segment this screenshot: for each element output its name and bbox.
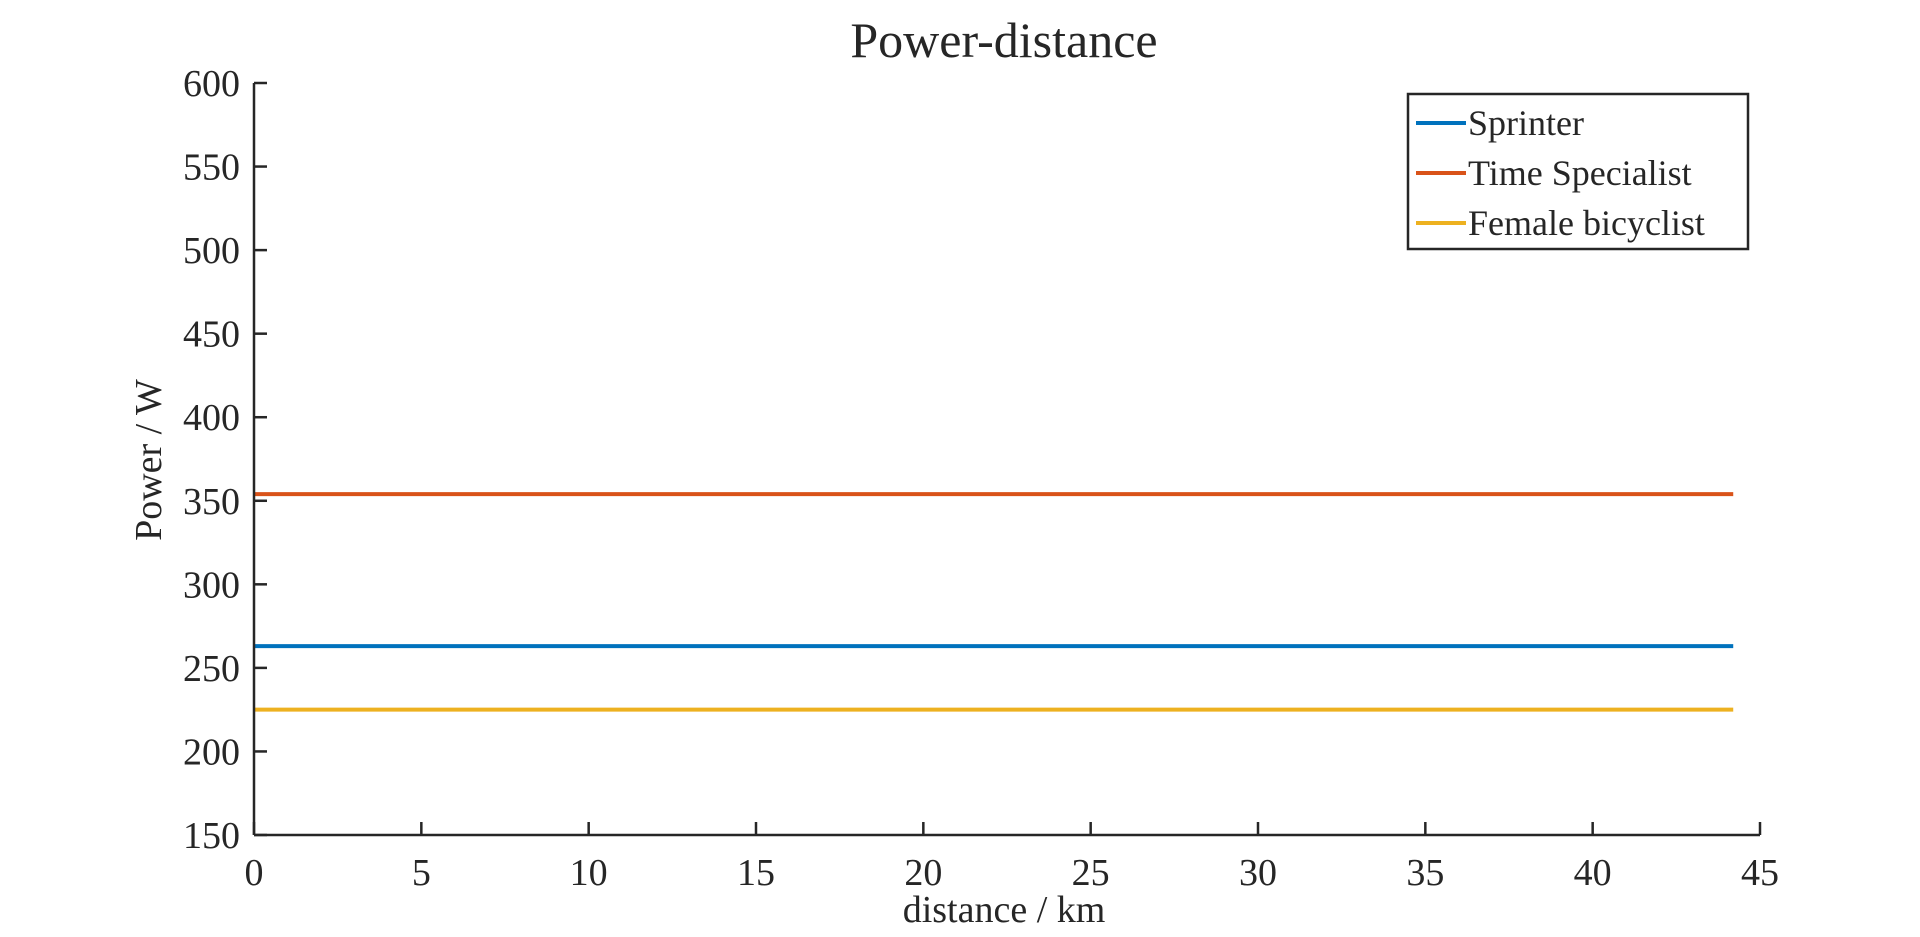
y-tick-label: 250	[183, 648, 240, 690]
y-tick-label: 400	[183, 397, 240, 439]
x-tick-label: 35	[1406, 852, 1444, 894]
series-layer	[254, 492, 1734, 712]
x-tick-label: 10	[570, 852, 608, 894]
chart-title: Power-distance	[850, 12, 1157, 68]
x-tick-label: 15	[737, 852, 775, 894]
y-tick-label: 550	[183, 147, 240, 189]
x-tick-label: 40	[1574, 852, 1612, 894]
x-tick-label: 20	[904, 852, 942, 894]
x-tick-label: 45	[1741, 852, 1779, 894]
x-tick-label: 0	[245, 852, 264, 894]
y-tick-label: 350	[183, 481, 240, 523]
y-axis-label-group: Power / W	[128, 379, 170, 541]
y-tick-label: 600	[183, 63, 240, 105]
y-tick-label: 450	[183, 314, 240, 356]
x-tick-label: 5	[412, 852, 431, 894]
x-tick-label: 25	[1072, 852, 1110, 894]
legend-label: Time Specialist	[1468, 153, 1692, 193]
y-tick-label: 150	[183, 815, 240, 857]
legend: Sprinter Time Specialist Female bicyclist	[1406, 92, 1750, 251]
y-tick-label: 200	[183, 731, 240, 773]
y-tick-label: 300	[183, 564, 240, 606]
ticks-layer: 0 5 10 15 20 25 30 35 40 45 150 200 250 300 350 400 450 5…	[183, 63, 1779, 894]
legend-label: Female bicyclist	[1468, 203, 1705, 243]
legend-label: Sprinter	[1468, 103, 1584, 143]
x-tick-label: 30	[1239, 852, 1277, 894]
axes-layer	[252, 83, 1760, 837]
y-axis-label: Power / W	[128, 379, 170, 541]
x-axis-label: distance / km	[903, 889, 1106, 931]
y-tick-label: 500	[183, 230, 240, 272]
